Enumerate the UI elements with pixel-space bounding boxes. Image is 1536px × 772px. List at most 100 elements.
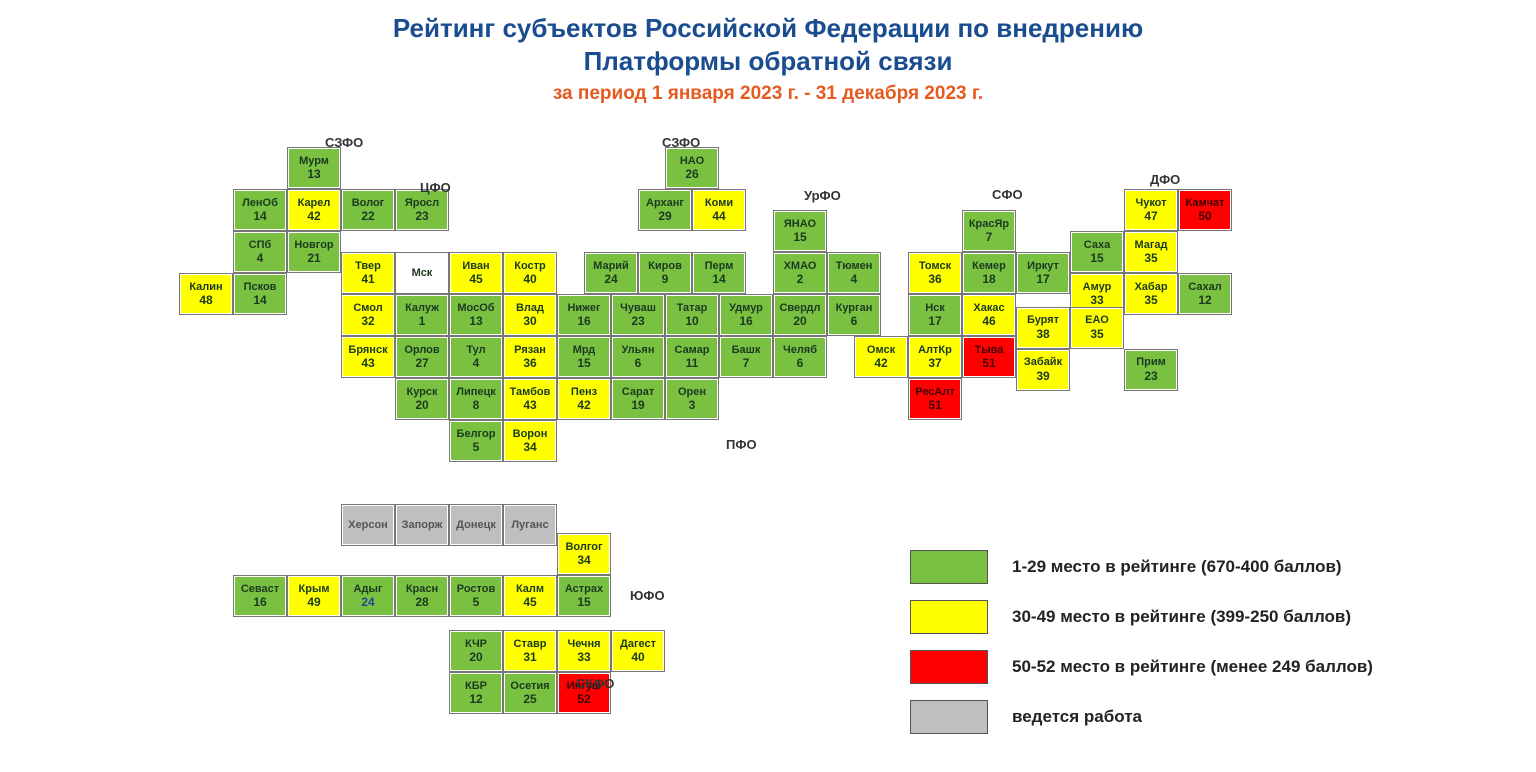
- region-cell: Псков14: [234, 274, 286, 314]
- region-label: Тул: [466, 344, 485, 356]
- region-value: 19: [631, 399, 644, 412]
- region-label: Крым: [299, 583, 330, 595]
- region-label: Волог: [352, 197, 385, 209]
- region-value: 14: [253, 294, 266, 307]
- region-value: 28: [415, 596, 428, 609]
- region-value: 38: [1036, 328, 1049, 341]
- region-label: Иван: [462, 260, 489, 272]
- region-cell: Тыва51: [963, 337, 1015, 377]
- region-cell: Белгор5: [450, 421, 502, 461]
- region-label: ЯНАО: [784, 218, 816, 230]
- region-cell: Ульян6: [612, 337, 664, 377]
- region-label: РесАлт: [915, 386, 954, 398]
- region-value: 43: [523, 399, 536, 412]
- region-value: 29: [658, 210, 671, 223]
- region-cell: Карел42: [288, 190, 340, 230]
- region-value: 40: [523, 273, 536, 286]
- region-cell: Иркут17: [1017, 253, 1069, 293]
- legend-row: 50-52 место в рейтинге (менее 249 баллов…: [910, 650, 1373, 684]
- region-label: Влад: [516, 302, 544, 314]
- region-cell: Брянск43: [342, 337, 394, 377]
- region-label: КЧР: [465, 638, 487, 650]
- region-cell: Забайк39: [1017, 350, 1069, 390]
- region-label: Псков: [244, 281, 277, 293]
- region-cell: НАО26: [666, 148, 718, 188]
- region-label: Адыг: [354, 583, 383, 595]
- region-value: 34: [523, 441, 536, 454]
- region-label: Ростов: [457, 583, 495, 595]
- region-label: Сахал: [1188, 281, 1221, 293]
- legend-swatch: [910, 550, 988, 584]
- region-cell: Орлов27: [396, 337, 448, 377]
- legend-text: ведется работа: [1012, 707, 1142, 727]
- region-value: 5: [473, 441, 480, 454]
- region-value: 13: [307, 168, 320, 181]
- region-cell: КрасЯр7: [963, 211, 1015, 251]
- region-value: 35: [1144, 252, 1157, 265]
- region-value: 20: [793, 315, 806, 328]
- region-value: 4: [851, 273, 858, 286]
- region-cell: Дагест40: [612, 631, 664, 671]
- legend-row: 1-29 место в рейтинге (670-400 баллов): [910, 550, 1373, 584]
- region-cell: Тамбов43: [504, 379, 556, 419]
- region-value: 32: [361, 315, 374, 328]
- region-cell: Севаст16: [234, 576, 286, 616]
- region-value: 24: [604, 273, 617, 286]
- region-cell: Нск17: [909, 295, 961, 335]
- region-label: Татар: [677, 302, 708, 314]
- region-value: 34: [577, 554, 590, 567]
- region-label: Курск: [406, 386, 437, 398]
- region-value: 18: [982, 273, 995, 286]
- region-cell: Ворон34: [504, 421, 556, 461]
- region-label: Свердл: [779, 302, 820, 314]
- region-value: 37: [928, 357, 941, 370]
- region-value: 15: [1090, 252, 1103, 265]
- legend-swatch: [910, 600, 988, 634]
- region-cell: Перм14: [693, 253, 745, 293]
- region-value: 36: [523, 357, 536, 370]
- region-value: 50: [1198, 210, 1211, 223]
- region-cell: Башк7: [720, 337, 772, 377]
- region-value: 42: [577, 399, 590, 412]
- region-cell: Орен3: [666, 379, 718, 419]
- region-cell: Яросл23: [396, 190, 448, 230]
- region-label: Хакас: [973, 302, 1004, 314]
- region-label: Карел: [298, 197, 331, 209]
- region-value: 6: [851, 315, 858, 328]
- region-label: Марий: [593, 260, 629, 272]
- region-label: ХМАО: [784, 260, 817, 272]
- region-cell: Ставр31: [504, 631, 556, 671]
- region-value: 6: [635, 357, 642, 370]
- region-value: 49: [307, 596, 320, 609]
- region-cell: Нижег16: [558, 295, 610, 335]
- region-cell: Иван45: [450, 253, 502, 293]
- region-label: Нижег: [567, 302, 600, 314]
- legend-text: 1-29 место в рейтинге (670-400 баллов): [1012, 557, 1342, 577]
- region-value: 17: [1036, 273, 1049, 286]
- region-cell: Тюмен4: [828, 253, 880, 293]
- region-cell: Новгор21: [288, 232, 340, 272]
- region-label: ЕАО: [1085, 314, 1109, 326]
- legend-swatch: [910, 700, 988, 734]
- region-cell: Калм45: [504, 576, 556, 616]
- region-cell: Пенз42: [558, 379, 610, 419]
- district-label: ЮФО: [630, 588, 665, 603]
- region-label: Амур: [1083, 281, 1112, 293]
- region-value: 12: [469, 693, 482, 706]
- region-value: 36: [928, 273, 941, 286]
- region-value: 9: [662, 273, 669, 286]
- region-label: Удмур: [729, 302, 763, 314]
- region-cell: Кемер18: [963, 253, 1015, 293]
- region-cell: МосОб13: [450, 295, 502, 335]
- region-value: 45: [523, 596, 536, 609]
- region-label: МосОб: [457, 302, 494, 314]
- region-value: 26: [685, 168, 698, 181]
- region-label: Курган: [836, 302, 873, 314]
- region-cell: ЕАО35: [1071, 308, 1123, 348]
- region-label: Ульян: [622, 344, 655, 356]
- region-label: Орен: [678, 386, 706, 398]
- region-cell: Бурят38: [1017, 308, 1069, 348]
- region-cell: Красн28: [396, 576, 448, 616]
- region-value: 6: [797, 357, 804, 370]
- region-label: Забайк: [1024, 356, 1062, 368]
